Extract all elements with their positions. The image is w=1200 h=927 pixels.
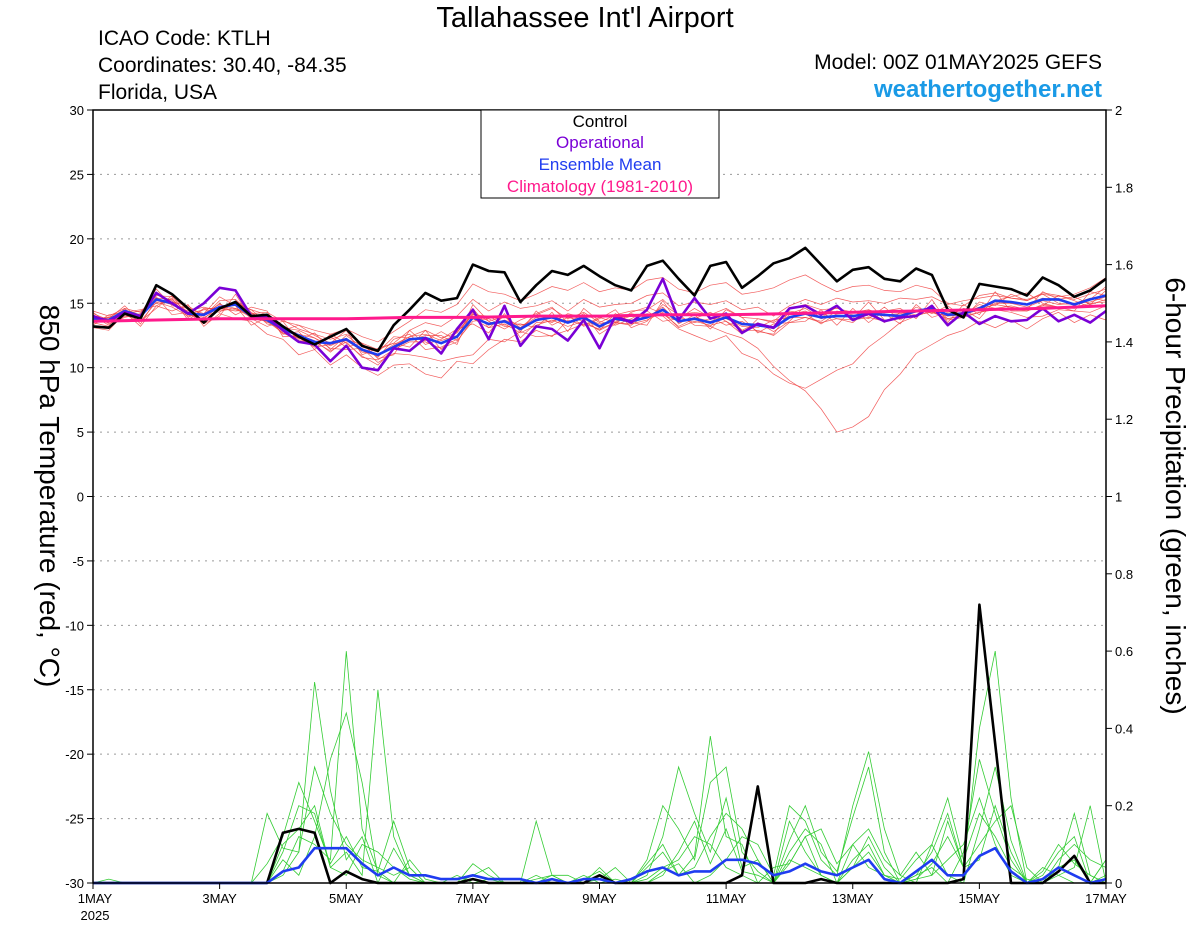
location: Florida, USA	[98, 81, 218, 104]
legend-ensemble-mean: Ensemble Mean	[539, 155, 662, 174]
x-tick-sublabel: 2025	[81, 908, 110, 923]
temperature-member-line	[92, 274, 1107, 343]
site-link[interactable]: weathertogether.net	[873, 76, 1102, 103]
y-right-tick-label: 0.2	[1115, 799, 1133, 814]
y-right-tick-label: 1.4	[1115, 335, 1133, 350]
x-tick-label: 13MAY	[832, 891, 874, 906]
y-left-tick-label: -25	[65, 812, 84, 827]
y-right-tick-label: 2	[1115, 103, 1122, 118]
legend-climatology: Climatology (1981-2010)	[507, 177, 693, 196]
y-right-tick-label: 0.6	[1115, 644, 1133, 659]
precipitation-member-line	[93, 759, 1107, 884]
temperature-member-line	[92, 291, 1107, 356]
y-left-tick-label: 0	[77, 490, 84, 505]
y-right-tick-label: 0.4	[1115, 721, 1133, 736]
legend-control: Control	[573, 112, 628, 131]
temperature-control-line	[92, 246, 1107, 353]
temperature-operational-line	[92, 277, 1107, 372]
y-axis-left-title: 850 hPa Temperature (red, °C)	[34, 305, 65, 688]
precipitation-control-line	[93, 603, 1106, 885]
precipitation-member-line	[93, 765, 1107, 884]
y-right-tick-label: 1.8	[1115, 180, 1133, 195]
y-left-tick-label: 10	[70, 361, 84, 376]
precipitation-members	[92, 651, 1107, 885]
grid-lines	[93, 173, 1106, 820]
main-series	[92, 246, 1107, 885]
chart-title: Tallahassee Int'l Airport	[436, 2, 734, 34]
y-right-tick-label: 1.6	[1115, 258, 1133, 273]
y-right-tick-label: 1	[1115, 490, 1122, 505]
x-tick-label: 1MAY	[78, 891, 113, 906]
temperature-members	[92, 274, 1107, 433]
precipitation-member-line	[93, 711, 1107, 885]
axes: -30-25-20-15-10-505101520253000.20.40.60…	[65, 103, 1133, 923]
y-left-tick-label: 25	[70, 167, 84, 182]
coordinates: Coordinates: 30.40, -84.35	[98, 54, 347, 77]
y-right-tick-label: 0	[1115, 876, 1122, 891]
y-left-tick-label: -15	[65, 683, 84, 698]
x-tick-label: 7MAY	[456, 891, 491, 906]
y-right-tick-label: 0.8	[1115, 567, 1133, 582]
legend-box	[480, 109, 720, 199]
x-tick-label: 5MAY	[329, 891, 364, 906]
temperature-member-line	[92, 291, 1107, 359]
y-left-tick-label: 15	[70, 296, 84, 311]
precipitation-member-line	[93, 681, 1107, 885]
legend: Control Operational Ensemble Mean Climat…	[480, 109, 720, 199]
x-tick-label: 11MAY	[706, 891, 747, 906]
temperature-climatology-line	[92, 304, 1107, 323]
y-axis-right-title: 6-hour Precipitation (green, inches)	[1160, 277, 1191, 714]
icao-code: ICAO Code: KTLH	[98, 27, 271, 50]
y-left-tick-label: -10	[65, 618, 84, 633]
y-left-tick-label: -20	[65, 747, 84, 762]
legend-operational: Operational	[556, 133, 644, 152]
y-left-tick-label: -30	[65, 876, 84, 891]
y-left-tick-label: 30	[70, 103, 84, 118]
y-left-tick-label: 20	[70, 232, 84, 247]
x-tick-label: 15MAY	[959, 891, 1001, 906]
x-tick-label: 17MAY	[1085, 891, 1127, 906]
y-right-tick-label: 1.2	[1115, 412, 1133, 427]
x-tick-label: 3MAY	[202, 891, 237, 906]
y-left-tick-label: -5	[72, 554, 84, 569]
x-tick-label: 9MAY	[582, 891, 617, 906]
y-left-tick-label: 5	[77, 425, 84, 440]
model-run: Model: 00Z 01MAY2025 GEFS	[814, 51, 1102, 74]
